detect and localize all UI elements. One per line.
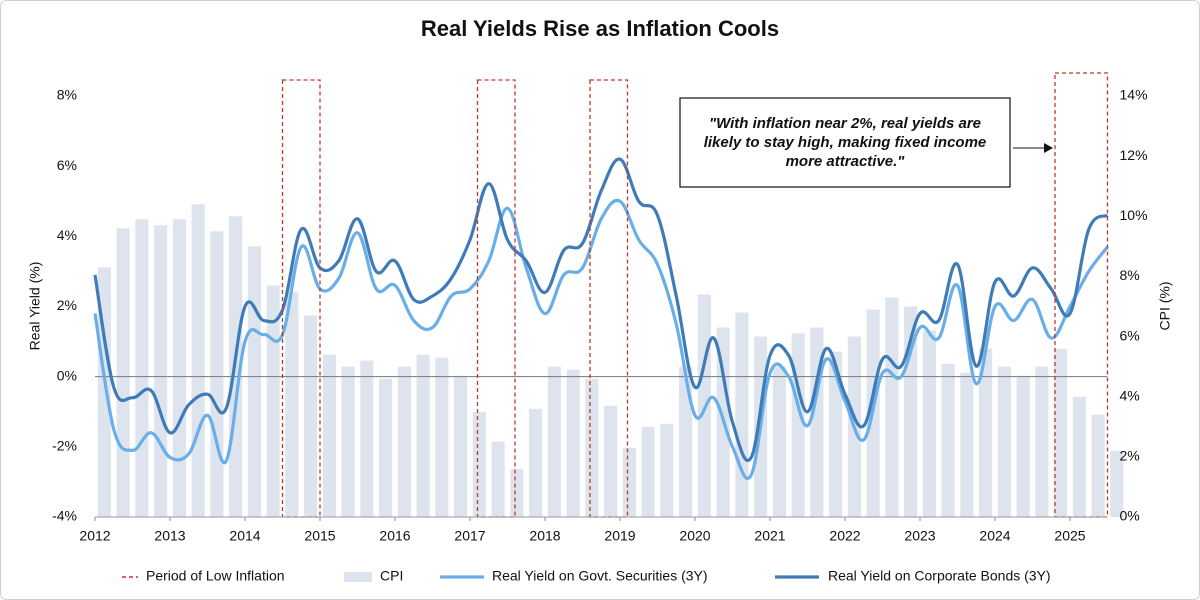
cpi-bar <box>735 312 749 517</box>
cpi-bar <box>566 369 580 517</box>
cpi-bar <box>885 297 899 517</box>
annotation: "With inflation near 2%, real yields are… <box>703 115 987 170</box>
y-tick-label: 0% <box>57 367 77 383</box>
cpi-bar <box>529 408 543 517</box>
x-tick-label: 2022 <box>829 528 860 544</box>
x-tick-label: 2021 <box>754 528 785 544</box>
cpi-bar <box>1016 375 1030 517</box>
cpi-bar <box>322 354 336 517</box>
cpi-bar <box>622 447 636 517</box>
cpi-bar <box>435 357 449 517</box>
y2-tick-label: 4% <box>1120 387 1140 403</box>
legend-label: Period of Low Inflation <box>146 568 285 584</box>
cpi-bar <box>172 219 186 518</box>
legend-label: Real Yield on Govt. Securities (3Y) <box>492 568 708 584</box>
cpi-bar <box>379 378 393 517</box>
cpi-bar <box>679 366 693 517</box>
cpi-bar <box>772 366 786 517</box>
y2-tick-label: 14% <box>1120 87 1148 103</box>
y-tick-label: 6% <box>57 157 77 173</box>
cpi-bar <box>641 426 655 517</box>
cpi-bar <box>1072 396 1086 517</box>
y2-tick-label: 0% <box>1120 508 1140 524</box>
cpi-bar <box>997 366 1011 517</box>
cpi-bar <box>416 354 430 517</box>
cpi-bar <box>360 360 374 517</box>
chart-title: Real Yields Rise as Inflation Cools <box>421 16 779 41</box>
x-tick-label: 2018 <box>529 528 560 544</box>
cpi-bar <box>585 378 599 517</box>
x-tick-label: 2016 <box>379 528 410 544</box>
y-tick-label: 8% <box>57 87 77 103</box>
y2-tick-label: 6% <box>1120 327 1140 343</box>
x-tick-label: 2015 <box>304 528 335 544</box>
cpi-bar <box>472 411 486 517</box>
y-tick-label: 4% <box>57 227 77 243</box>
x-tick-label: 2012 <box>79 528 110 544</box>
cpi-bar <box>135 219 149 518</box>
low-inflation-period <box>1054 72 1109 518</box>
cpi-bar <box>960 372 974 517</box>
x-tick-label: 2020 <box>679 528 710 544</box>
cpi-bar <box>210 231 224 518</box>
cpi-bar <box>604 405 618 517</box>
x-tick-label: 2014 <box>229 528 260 544</box>
cpi-bar <box>97 267 111 517</box>
cpi-bar <box>191 204 205 517</box>
x-tick-label: 2025 <box>1054 528 1085 544</box>
annotation-box <box>679 97 1011 188</box>
series-line <box>93 198 1109 480</box>
cpi-bar <box>941 363 955 517</box>
cpi-bar <box>1035 366 1049 517</box>
legend-swatch <box>344 572 372 582</box>
cpi-bar <box>491 441 505 517</box>
cpi-bar <box>1054 348 1068 517</box>
cpi-bar <box>247 246 261 517</box>
y-axis-title: Real Yield (%) <box>27 262 43 351</box>
cpi-bar <box>829 351 843 517</box>
cpi-bar <box>547 366 561 517</box>
lines <box>93 157 1109 480</box>
cpi-bar <box>266 285 280 517</box>
cpi-bar <box>922 330 936 517</box>
cpi-bar <box>660 423 674 517</box>
cpi-bar <box>341 366 355 517</box>
cpi-bar <box>791 333 805 517</box>
legend-label: CPI <box>380 568 403 584</box>
x-tick-label: 2024 <box>979 528 1010 544</box>
cpi-bar <box>1091 414 1105 517</box>
x-tick-label: 2019 <box>604 528 635 544</box>
cpi-bar <box>1110 450 1124 517</box>
cpi-bar <box>304 315 318 517</box>
y2-tick-label: 12% <box>1120 147 1148 163</box>
cpi-bar <box>397 366 411 517</box>
cpi-bar <box>979 348 993 517</box>
y2-tick-label: 8% <box>1120 267 1140 283</box>
x-tick-label: 2017 <box>454 528 485 544</box>
series-line <box>93 157 1109 462</box>
cpi-bar <box>154 225 168 518</box>
x-tick-label: 2013 <box>154 528 185 544</box>
annotation-holder: "With inflation near 2%, real yields are… <box>703 115 987 170</box>
y-tick-label: -4% <box>52 508 77 524</box>
legend-label: Real Yield on Corporate Bonds (3Y) <box>828 568 1051 584</box>
x-tick-label: 2023 <box>904 528 935 544</box>
y2-tick-label: 2% <box>1120 448 1140 464</box>
cpi-bar <box>116 228 130 518</box>
y-tick-label: 2% <box>57 297 77 313</box>
y2-axis-title: CPI (%) <box>1157 282 1173 331</box>
y2-tick-label: 10% <box>1120 207 1148 223</box>
y-tick-label: -2% <box>52 438 77 454</box>
cpi-bar <box>454 375 468 517</box>
arrow-head <box>1044 143 1053 153</box>
cpi-bar <box>510 468 524 517</box>
cpi-bar <box>285 291 299 517</box>
